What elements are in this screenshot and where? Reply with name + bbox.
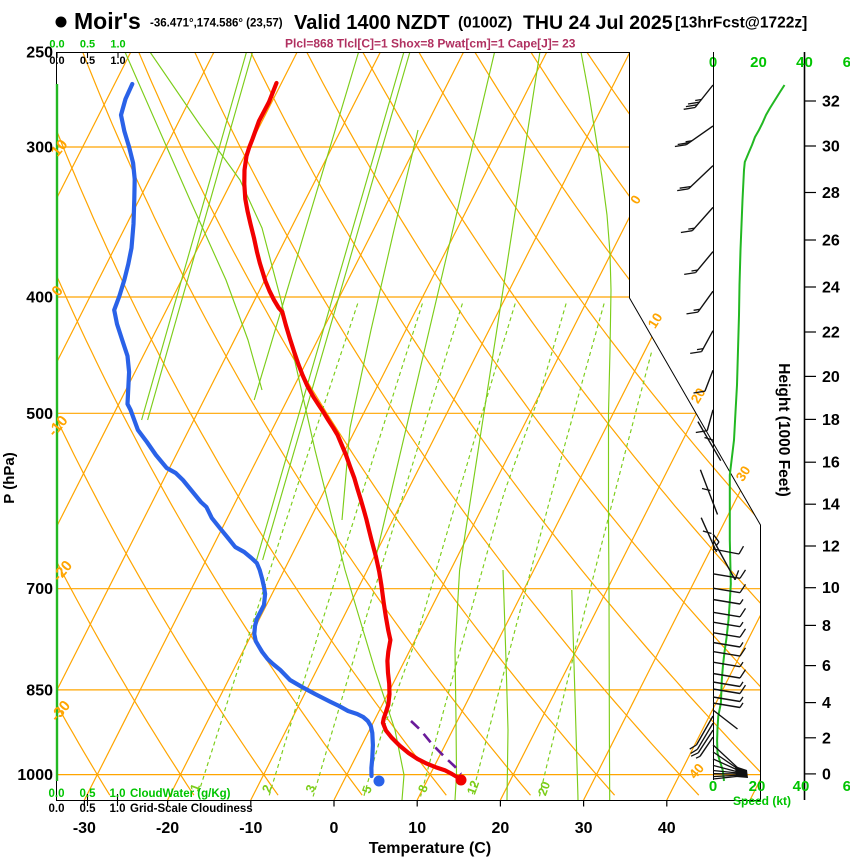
svg-text:2: 2	[259, 783, 275, 794]
svg-text:400: 400	[26, 290, 53, 307]
svg-text:0.5: 0.5	[80, 39, 95, 51]
svg-text:40: 40	[686, 761, 707, 782]
svg-text:500: 500	[26, 406, 53, 423]
svg-text:12: 12	[464, 779, 482, 797]
svg-text:12: 12	[822, 539, 840, 556]
svg-text:10: 10	[408, 820, 426, 837]
svg-text:30: 30	[733, 463, 754, 484]
svg-text:THU 24 Jul 2025: THU 24 Jul 2025	[523, 12, 673, 34]
svg-text:14: 14	[822, 497, 840, 514]
svg-text:26: 26	[822, 233, 840, 250]
svg-text:30: 30	[575, 820, 593, 837]
svg-text:850: 850	[26, 682, 53, 699]
svg-text:10: 10	[645, 310, 666, 331]
svg-text:Grid-Scale Cloudiness: Grid-Scale Cloudiness	[130, 803, 253, 815]
svg-text:1000: 1000	[17, 767, 53, 784]
svg-text:18: 18	[822, 412, 840, 429]
svg-text:10: 10	[822, 580, 840, 597]
svg-text:CloudWater (g/Kg): CloudWater (g/Kg)	[130, 788, 231, 800]
svg-text:0: 0	[330, 820, 339, 837]
svg-text:-20: -20	[156, 820, 179, 837]
svg-text:32: 32	[822, 94, 840, 111]
svg-text:60: 60	[843, 54, 850, 71]
svg-text:(0100Z): (0100Z)	[458, 15, 512, 32]
svg-text:2: 2	[822, 730, 831, 747]
svg-text:Valid 1400 NZDT: Valid 1400 NZDT	[294, 12, 450, 34]
svg-text:300: 300	[26, 140, 53, 157]
svg-text:P (hPa): P (hPa)	[1, 452, 18, 503]
svg-text:20: 20	[535, 780, 553, 798]
svg-text:30: 30	[822, 139, 840, 156]
svg-text:Speed (kt): Speed (kt)	[733, 794, 791, 808]
svg-text:0.5: 0.5	[80, 788, 97, 800]
svg-text:20: 20	[750, 54, 767, 71]
svg-text:40: 40	[658, 820, 676, 837]
svg-text:28: 28	[822, 185, 840, 202]
svg-text:1.0: 1.0	[110, 39, 125, 51]
svg-text:Plcl=868 Tlcl[C]=1 Shox=8 Pwat: Plcl=868 Tlcl[C]=1 Shox=8 Pwat[cm]=1 Cap…	[285, 37, 576, 51]
svg-text:1: 1	[187, 782, 203, 793]
svg-text:0.5: 0.5	[80, 803, 97, 815]
svg-text:20: 20	[749, 778, 766, 795]
svg-text:40: 40	[793, 778, 810, 795]
svg-text:-10: -10	[239, 820, 262, 837]
svg-text:0.0: 0.0	[49, 803, 65, 815]
svg-text:Height (1000 Feet): Height (1000 Feet)	[775, 363, 792, 497]
svg-text:5: 5	[359, 784, 375, 795]
svg-text:1.0: 1.0	[110, 803, 126, 815]
svg-text:24: 24	[822, 280, 840, 297]
svg-text:-36.471°,174.586° (23,57): -36.471°,174.586° (23,57)	[150, 18, 283, 30]
svg-text:1.0: 1.0	[110, 55, 125, 67]
svg-text:20: 20	[822, 369, 840, 386]
svg-text:8: 8	[822, 618, 831, 635]
svg-text:4: 4	[822, 695, 831, 712]
svg-text:16: 16	[822, 455, 840, 472]
svg-text:3: 3	[303, 783, 319, 794]
svg-text:Moir's: Moir's	[74, 8, 141, 34]
svg-text:0: 0	[822, 766, 831, 783]
svg-text:0.0: 0.0	[49, 39, 64, 51]
svg-text:0.0: 0.0	[49, 55, 64, 67]
svg-text:8: 8	[415, 783, 431, 794]
svg-text:60: 60	[843, 778, 850, 795]
svg-text:0.5: 0.5	[80, 55, 95, 67]
svg-text:250: 250	[26, 45, 53, 62]
svg-text:700: 700	[26, 581, 53, 598]
svg-text:22: 22	[822, 325, 840, 342]
svg-text:-30: -30	[73, 820, 96, 837]
svg-text:20: 20	[492, 820, 510, 837]
svg-text:20: 20	[688, 385, 709, 406]
svg-text:0: 0	[709, 778, 717, 795]
svg-text:1.0: 1.0	[110, 788, 126, 800]
svg-text:6: 6	[822, 658, 831, 675]
svg-text:40: 40	[796, 54, 813, 71]
svg-text:0.0: 0.0	[49, 788, 65, 800]
svg-text:Temperature (C): Temperature (C)	[369, 840, 491, 857]
svg-text:[13hrFcst@1722z]: [13hrFcst@1722z]	[675, 15, 807, 32]
